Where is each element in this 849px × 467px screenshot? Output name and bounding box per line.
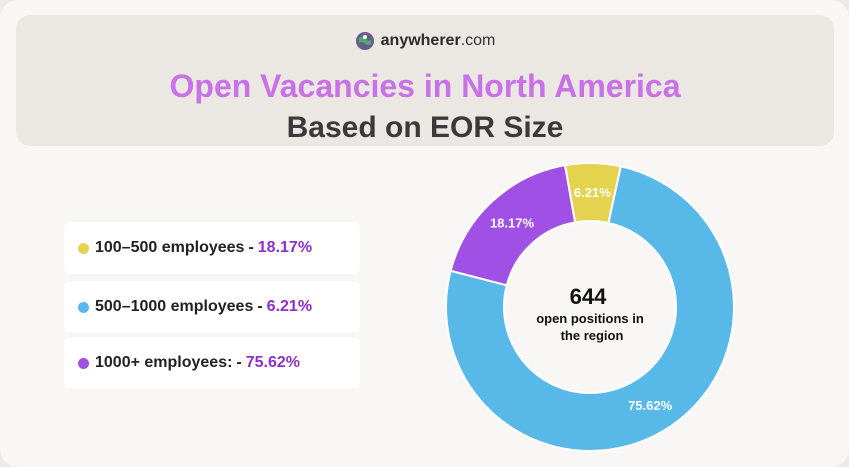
center-text-line2: the region xyxy=(561,328,624,343)
center-text-line1: open positions in xyxy=(536,311,644,326)
chart-subtitle: Based on EOR Size xyxy=(286,111,564,144)
legend-label: 500–1000 employees xyxy=(95,298,254,315)
brand-suffix: .com xyxy=(460,32,496,49)
chart-title: Open Vacancies in North America xyxy=(169,68,681,104)
slice-label-0: 6.21% xyxy=(574,185,611,200)
legend-label: 1000+ employees: xyxy=(95,354,233,371)
slice-label-2: 18.17% xyxy=(490,215,535,230)
legend-dot xyxy=(78,301,89,313)
brand: anywherer.com xyxy=(16,31,834,51)
brand-name: anywherer xyxy=(380,32,461,49)
legend-sep: - xyxy=(236,354,242,371)
slice-label-1: 75.62% xyxy=(628,398,673,413)
legend-item-100-500: 100–500 employees - 18.17% xyxy=(64,222,360,274)
legend-sep: - xyxy=(257,298,263,315)
donut-slice-2 xyxy=(449,164,577,287)
legend-dot xyxy=(78,357,89,369)
legend-pct: 18.17% xyxy=(257,239,313,256)
legend-item-1000-plus: 1000+ employees: - 75.62% xyxy=(64,337,360,389)
donut-slice-1 xyxy=(445,165,735,452)
legend-item-500-1000: 500–1000 employees - 6.21% xyxy=(64,281,360,333)
center-value: 644 xyxy=(570,284,607,309)
legend-pct: 6.21% xyxy=(266,298,313,315)
header-panel: anywherer.com Open Vacancies in North Am… xyxy=(16,15,834,146)
legend-pct: 75.62% xyxy=(245,354,301,371)
legend-label: 100–500 employees xyxy=(95,239,245,256)
legend-sep: - xyxy=(248,239,254,256)
legend-dot xyxy=(78,242,89,254)
globe-pin-icon xyxy=(355,32,374,50)
